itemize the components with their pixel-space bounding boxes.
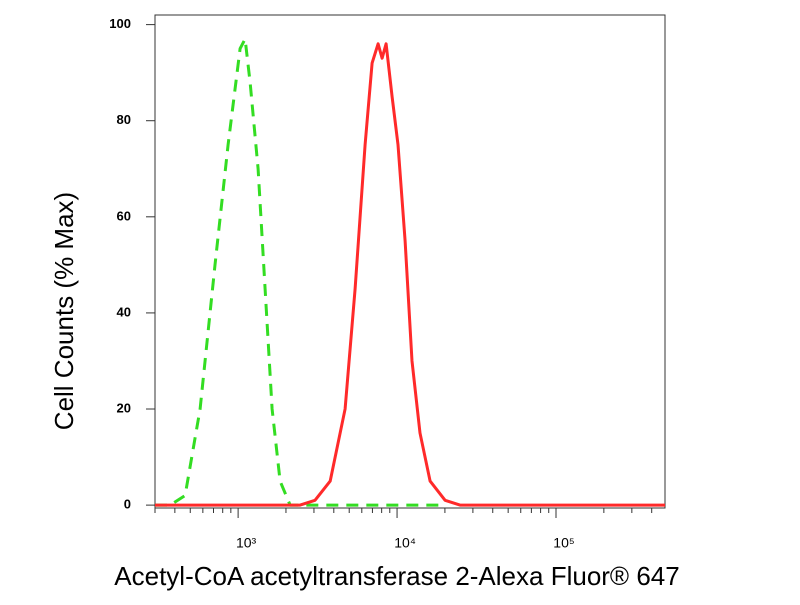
x-tick-label: 10³ [236, 535, 257, 551]
plot-frame [154, 14, 666, 509]
y-tick-label: 100 [109, 16, 131, 31]
y-tick-label: 60 [117, 208, 131, 223]
y-tick-label: 80 [117, 112, 131, 127]
x-tick-label: 10⁵ [553, 535, 574, 551]
x-tick-label: 10⁴ [394, 535, 416, 551]
histogram-line [155, 37, 445, 507]
y-axis-title: Cell Counts (% Max) [49, 192, 79, 430]
y-tick-label: 0 [124, 497, 131, 512]
x-axis-title: Acetyl-CoA acetyltransferase 2-Alexa Flu… [114, 561, 679, 591]
histogram-line [155, 42, 665, 507]
y-tick-label: 40 [117, 304, 131, 319]
y-tick-label: 20 [117, 400, 131, 415]
